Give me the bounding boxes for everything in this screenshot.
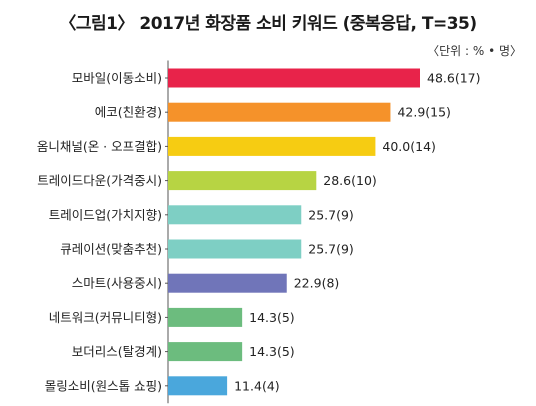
value-label: 40.0(14)	[382, 139, 436, 154]
bar	[168, 342, 243, 362]
value-label: 28.6(10)	[323, 173, 377, 188]
category-label: 모바일(이동소비)	[72, 71, 162, 86]
category-label: 트레이드업(가치지향)	[49, 207, 162, 222]
bar	[168, 307, 243, 327]
value-label: 11.4(4)	[234, 378, 280, 393]
category-label: 보더리스(탈경계)	[72, 344, 162, 359]
category-label: 옴니채널(온 · 오프결합)	[37, 139, 162, 154]
value-label: 22.9(8)	[294, 276, 340, 291]
category-label: 스마트(사용중시)	[72, 276, 162, 291]
value-label: 42.9(15)	[397, 105, 451, 120]
category-label: 몰링소비(원스톱 쇼핑)	[45, 378, 162, 393]
bar	[168, 102, 391, 122]
bar	[168, 171, 317, 191]
category-label: 트레이드다운(가격중시)	[37, 173, 162, 188]
category-label: 큐레이션(맞춤추천)	[60, 242, 162, 257]
bar	[168, 239, 302, 259]
value-label: 25.7(9)	[308, 207, 354, 222]
bar	[168, 68, 420, 88]
unit-note: 〈단위 : % • 명〉	[427, 44, 522, 58]
chart-title: 〈그림1〉 2017년 화장품 소비 키워드 (중복응답, T=35)	[59, 14, 477, 34]
value-label: 48.6(17)	[427, 71, 481, 86]
value-label: 14.3(5)	[249, 344, 295, 359]
bar	[168, 205, 302, 225]
bar	[168, 376, 228, 396]
bar	[168, 136, 376, 156]
bar	[168, 273, 287, 293]
value-label: 14.3(5)	[249, 310, 295, 325]
category-label: 에코(친환경)	[95, 105, 162, 120]
value-label: 25.7(9)	[308, 242, 354, 257]
category-label: 네트워크(커뮤니티형)	[49, 310, 162, 325]
